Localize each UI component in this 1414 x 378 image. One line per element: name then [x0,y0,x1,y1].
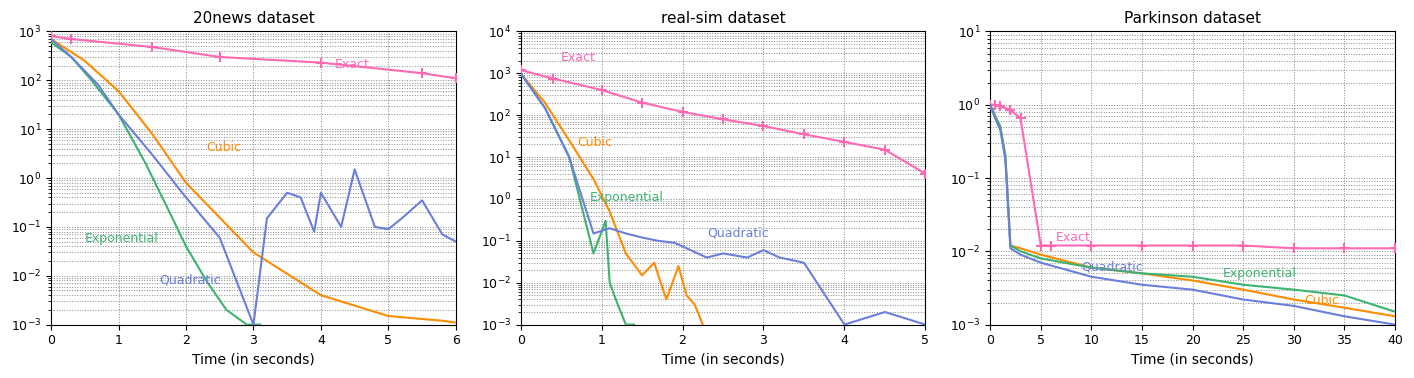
Text: Exponential: Exponential [590,191,663,204]
Text: Quadratic: Quadratic [707,226,769,239]
X-axis label: Time (in seconds): Time (in seconds) [662,353,785,367]
Text: Cubic: Cubic [577,136,612,149]
Text: Quadratic: Quadratic [1082,260,1143,273]
Title: real-sim dataset: real-sim dataset [660,11,785,26]
Text: Exact: Exact [334,59,369,71]
Text: Cubic: Cubic [206,141,242,155]
Title: 20news dataset: 20news dataset [192,11,314,26]
X-axis label: Time (in seconds): Time (in seconds) [192,353,315,367]
Text: Exact: Exact [561,51,595,64]
Text: Exponential: Exponential [1223,267,1297,280]
Text: Quadratic: Quadratic [158,273,221,286]
X-axis label: Time (in seconds): Time (in seconds) [1131,353,1254,367]
Text: Exact: Exact [1056,231,1090,243]
Title: Parkinson dataset: Parkinson dataset [1124,11,1261,26]
Text: Cubic: Cubic [1304,294,1339,307]
Text: Exponential: Exponential [85,232,158,245]
